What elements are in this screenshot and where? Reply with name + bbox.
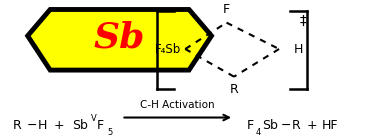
Text: F: F bbox=[223, 3, 230, 16]
Text: F₄Sb: F₄Sb bbox=[155, 43, 181, 55]
Text: R: R bbox=[291, 119, 300, 132]
Text: Sb: Sb bbox=[72, 119, 88, 132]
Text: ‡: ‡ bbox=[300, 13, 307, 27]
Text: F: F bbox=[247, 119, 254, 132]
Polygon shape bbox=[28, 10, 212, 70]
Text: C-H Activation: C-H Activation bbox=[141, 100, 215, 110]
Text: 4: 4 bbox=[256, 128, 261, 137]
Text: Sb: Sb bbox=[262, 119, 278, 132]
Text: V: V bbox=[91, 114, 96, 123]
Text: 5: 5 bbox=[107, 128, 112, 137]
Text: Sb: Sb bbox=[94, 20, 145, 54]
Text: HF: HF bbox=[321, 119, 338, 132]
Text: +: + bbox=[307, 119, 317, 132]
Text: R: R bbox=[12, 119, 22, 132]
Text: R: R bbox=[230, 83, 239, 96]
Text: H: H bbox=[38, 119, 48, 132]
Text: −: − bbox=[27, 119, 37, 132]
Text: +: + bbox=[53, 119, 64, 132]
Text: F: F bbox=[97, 119, 104, 132]
Text: −: − bbox=[281, 119, 291, 132]
Text: H: H bbox=[294, 43, 304, 55]
